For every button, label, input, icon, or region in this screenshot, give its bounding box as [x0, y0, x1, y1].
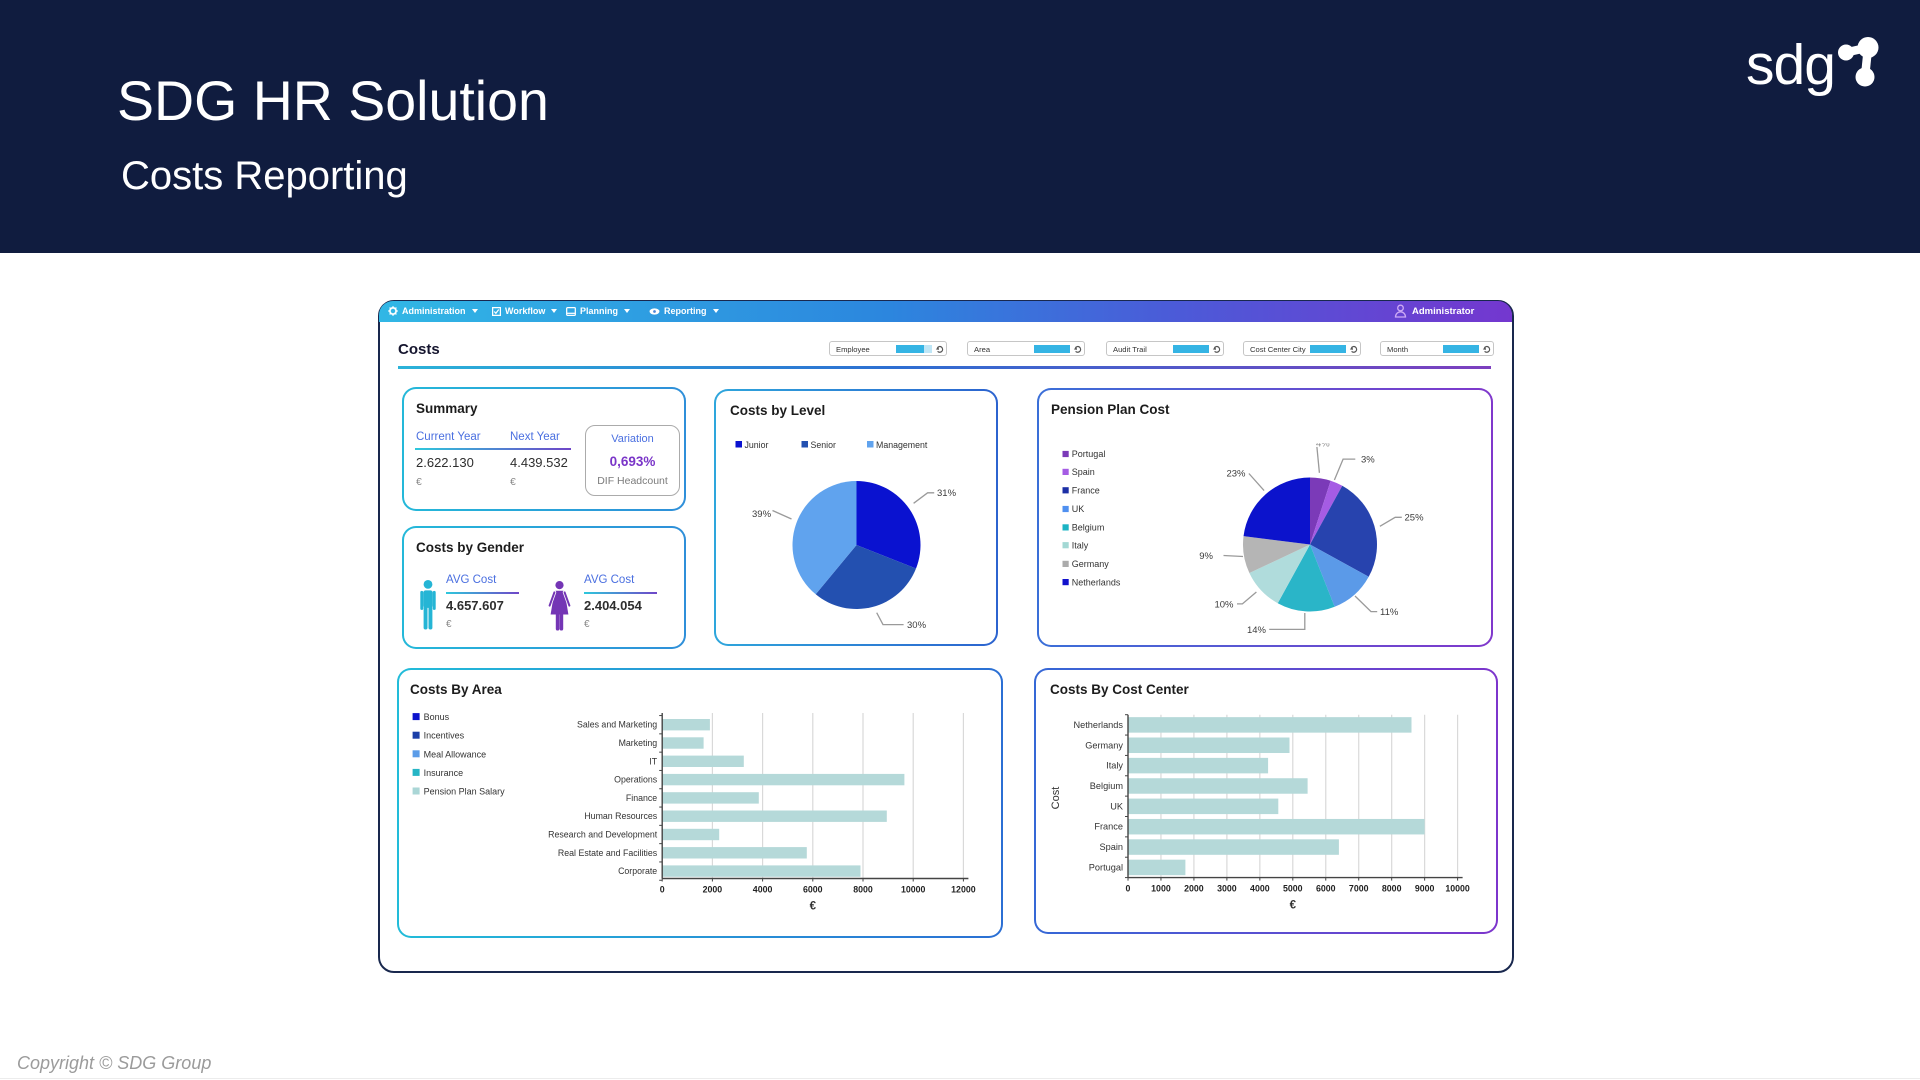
- svg-text:France: France: [1072, 486, 1100, 496]
- svg-text:23%: 23%: [1226, 468, 1246, 479]
- svg-text:8000: 8000: [1382, 884, 1402, 894]
- svg-text:UK: UK: [1110, 801, 1124, 811]
- svg-text:Netherlands: Netherlands: [1073, 720, 1123, 730]
- svg-text:Sales and Marketing: Sales and Marketing: [577, 720, 657, 730]
- svg-text:Spain: Spain: [1072, 467, 1095, 477]
- svg-text:11%: 11%: [1380, 607, 1399, 618]
- svg-text:0: 0: [1126, 884, 1131, 894]
- svg-text:6000: 6000: [803, 885, 823, 895]
- svg-text:Germany: Germany: [1085, 740, 1123, 750]
- svg-text:Italy: Italy: [1106, 761, 1123, 771]
- svg-text:France: France: [1094, 822, 1123, 832]
- svg-text:Finance: Finance: [626, 793, 657, 803]
- svg-text:sdg: sdg: [1746, 33, 1835, 97]
- svg-text:Human Resources: Human Resources: [584, 811, 657, 821]
- svg-text:25%: 25%: [1405, 513, 1425, 524]
- svg-text:Senior: Senior: [811, 440, 836, 450]
- svg-text:4000: 4000: [753, 885, 773, 895]
- svg-text:Real Estate and Facilities: Real Estate and Facilities: [558, 848, 658, 858]
- svg-text:Junior: Junior: [745, 440, 769, 450]
- svg-text:2000: 2000: [1184, 884, 1204, 894]
- svg-text:€: €: [810, 901, 817, 913]
- svg-text:9%: 9%: [1199, 551, 1213, 562]
- svg-text:Netherlands: Netherlands: [1072, 577, 1121, 587]
- svg-text:9000: 9000: [1415, 884, 1435, 894]
- svg-text:Research and Development: Research and Development: [548, 830, 658, 840]
- svg-text:39%: 39%: [752, 509, 772, 520]
- svg-text:Management: Management: [876, 440, 928, 450]
- svg-text:Insurance: Insurance: [424, 768, 464, 778]
- svg-text:Pension Plan Salary: Pension Plan Salary: [424, 787, 506, 797]
- svg-text:Belgium: Belgium: [1090, 781, 1124, 791]
- svg-text:7000: 7000: [1349, 884, 1369, 894]
- svg-text:8000: 8000: [853, 885, 873, 895]
- svg-text:14%: 14%: [1247, 625, 1267, 636]
- svg-text:1000: 1000: [1151, 884, 1171, 894]
- svg-text:UK: UK: [1072, 504, 1085, 514]
- svg-text:€: €: [1290, 900, 1297, 912]
- svg-text:3000: 3000: [1217, 884, 1237, 894]
- svg-text:4%: 4%: [1316, 439, 1330, 450]
- svg-text:Corporate: Corporate: [618, 866, 657, 876]
- svg-text:Belgium: Belgium: [1072, 523, 1105, 533]
- svg-text:Cost: Cost: [1050, 787, 1062, 810]
- svg-text:10%: 10%: [1214, 599, 1234, 610]
- svg-text:10000: 10000: [1445, 884, 1470, 894]
- svg-text:Incentives: Incentives: [424, 731, 465, 741]
- svg-text:3%: 3%: [1361, 455, 1375, 466]
- svg-text:31%: 31%: [937, 488, 957, 499]
- svg-text:Spain: Spain: [1100, 842, 1124, 852]
- svg-text:12000: 12000: [951, 885, 976, 895]
- svg-text:6000: 6000: [1316, 884, 1336, 894]
- svg-text:30%: 30%: [907, 620, 927, 631]
- svg-text:Bonus: Bonus: [424, 712, 450, 722]
- svg-text:10000: 10000: [901, 885, 926, 895]
- svg-text:Germany: Germany: [1072, 559, 1110, 569]
- svg-text:Italy: Italy: [1072, 540, 1089, 550]
- svg-text:4000: 4000: [1250, 884, 1270, 894]
- svg-text:2000: 2000: [703, 885, 723, 895]
- svg-text:Operations: Operations: [614, 775, 658, 785]
- svg-text:IT: IT: [649, 756, 657, 766]
- svg-text:Marketing: Marketing: [619, 738, 658, 748]
- svg-text:Portugal: Portugal: [1089, 862, 1123, 872]
- svg-text:Portugal: Portugal: [1072, 449, 1106, 459]
- svg-text:Meal Allowance: Meal Allowance: [424, 749, 487, 759]
- svg-text:0: 0: [660, 885, 665, 895]
- svg-text:5000: 5000: [1283, 884, 1303, 894]
